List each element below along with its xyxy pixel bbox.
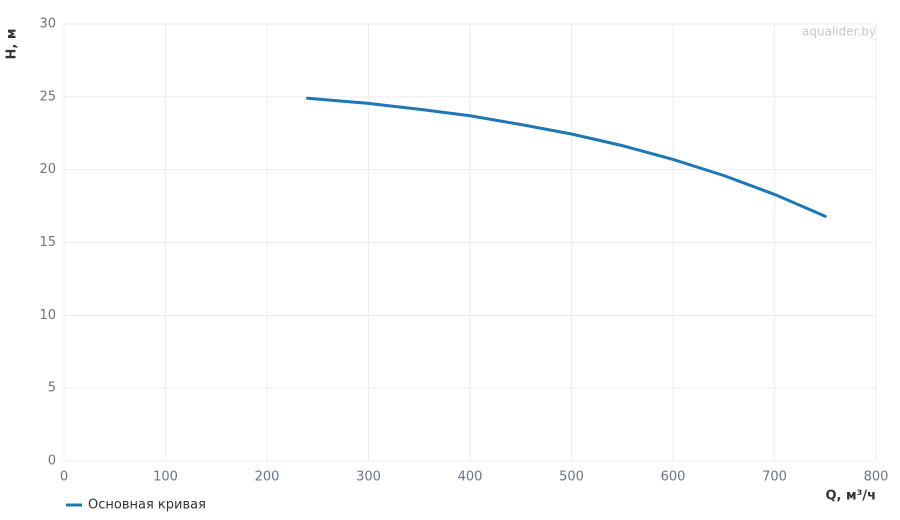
x-tick-label: 400 (458, 470, 483, 485)
x-tick-label: 700 (762, 470, 787, 485)
x-tick-label: 300 (356, 470, 381, 485)
series-line (306, 96, 827, 218)
legend-label: Основная кривая (88, 498, 206, 513)
y-tick-label: 15 (39, 235, 56, 250)
y-tick-label: 5 (48, 381, 56, 396)
y-tick-label: 10 (39, 308, 56, 323)
x-tick-label: 800 (864, 470, 889, 485)
x-tick-label: 0 (60, 470, 68, 485)
y-tick-label: 0 (48, 454, 56, 469)
y-tick-label: 30 (39, 17, 56, 32)
y-tick-label: 25 (39, 89, 56, 104)
x-axis-title: Q, м³/ч (825, 489, 876, 504)
x-tick-label: 100 (153, 470, 178, 485)
x-tick-label: 200 (255, 470, 280, 485)
y-tick-label: 20 (39, 162, 56, 177)
x-tick-label: 500 (559, 470, 584, 485)
x-tick-label: 600 (661, 470, 686, 485)
watermark: aqualider.by (802, 25, 876, 39)
y-axis-title: H, м (5, 29, 20, 60)
